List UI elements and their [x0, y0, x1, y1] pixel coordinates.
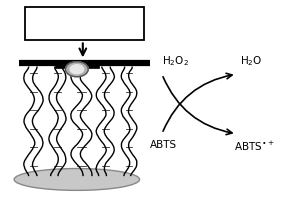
Ellipse shape — [14, 169, 140, 190]
Bar — [55, 63, 66, 68]
Circle shape — [70, 65, 84, 74]
Circle shape — [65, 62, 88, 77]
Text: ABTS: ABTS — [150, 140, 177, 150]
Bar — [71, 63, 82, 68]
Text: ABTS$^{\bullet+}$: ABTS$^{\bullet+}$ — [234, 140, 274, 153]
Text: H$_2$O: H$_2$O — [240, 54, 262, 68]
Bar — [25, 7, 144, 40]
Text: H$_2$O$_2$: H$_2$O$_2$ — [162, 54, 189, 68]
Bar — [88, 63, 99, 68]
